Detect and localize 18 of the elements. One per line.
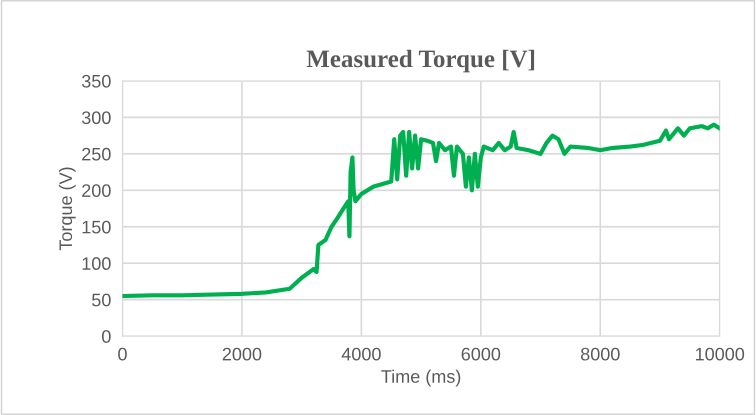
x-tick-label: 2000 <box>222 348 262 361</box>
x-tick-label: 8000 <box>580 348 620 361</box>
y-tick-label: 300 <box>82 111 111 124</box>
y-axis-title: Torque (V) <box>58 168 76 250</box>
y-tick-label: 150 <box>82 220 111 234</box>
x-tick-label: 4000 <box>342 348 381 361</box>
x-tick-label: 6000 <box>462 348 500 361</box>
y-tick-label: 200 <box>82 184 111 198</box>
y-tick-label: 50 <box>92 294 111 306</box>
y-tick-label: 350 <box>82 74 111 88</box>
y-tick-label: 100 <box>82 257 111 270</box>
y-tick-label: 250 <box>82 148 111 161</box>
x-axis-title: Time (ms) <box>381 370 460 386</box>
chart-title: Measured Torque [V] <box>306 50 534 72</box>
y-tick-label: 0 <box>102 330 111 343</box>
line-series <box>122 122 720 298</box>
x-tick-label: 0 <box>118 348 127 361</box>
x-tick-label: 10000 <box>696 348 744 361</box>
